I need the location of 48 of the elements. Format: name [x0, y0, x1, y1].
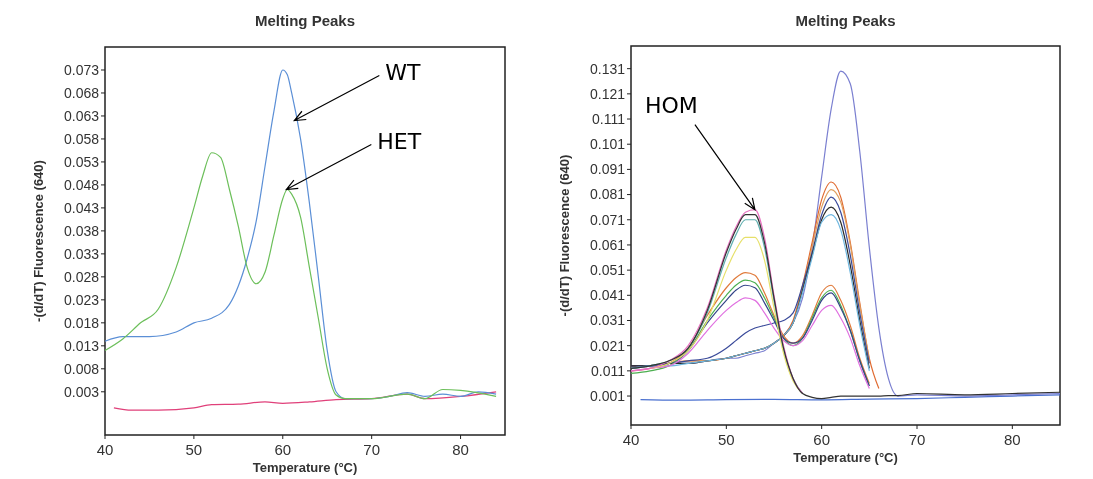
y-tick-label: 0.053	[63, 153, 100, 170]
x-axis-title: Temperature (°C)	[793, 450, 898, 465]
y-tick-label: 0.068	[63, 84, 100, 101]
y-tick-label: 0.063	[63, 107, 100, 124]
y-tick-label: 0.051	[589, 262, 626, 279]
y-tick-label: 0.028	[63, 268, 100, 285]
y-tick-label: 0.001	[589, 387, 626, 404]
x-tick-label: 60	[813, 431, 831, 448]
y-tick-label: 0.073	[63, 61, 100, 78]
y-tick-label: 0.011	[591, 362, 626, 379]
x-tick-label: 80	[1003, 431, 1021, 448]
y-tick-label: 0.008	[63, 360, 100, 377]
y-axis-title: -(d/dT) Fluorescence (640)	[557, 154, 572, 317]
y-tick-label: 0.013	[63, 337, 100, 354]
x-tick-label: 50	[717, 431, 735, 448]
x-tick-label: 60	[274, 441, 292, 458]
y-tick-label: 0.121	[589, 85, 626, 102]
x-tick-label: 40	[96, 441, 114, 458]
y-tick-label: 0.043	[63, 199, 100, 216]
x-tick-label: 70	[363, 441, 381, 458]
y-tick-label: 0.048	[63, 176, 100, 193]
x-axis-title: Temperature (°C)	[252, 460, 358, 475]
y-tick-label: 0.023	[63, 291, 100, 308]
y-axis-title: -(d/dT) Fluorescence (640)	[31, 160, 46, 322]
y-tick-label: 0.021	[589, 337, 626, 354]
x-tick-label: 80	[452, 441, 469, 458]
y-tick-label: 0.061	[589, 236, 626, 253]
y-tick-label: 0.038	[63, 222, 100, 239]
annotation: HET	[377, 128, 422, 154]
chart-title: Melting Peaks	[795, 12, 896, 29]
y-tick-label: 0.031	[589, 312, 626, 329]
y-tick-label: 0.091	[589, 161, 626, 178]
y-tick-label: 0.003	[63, 383, 100, 400]
y-tick-label: 0.041	[589, 287, 626, 304]
annotation: WT	[385, 59, 422, 85]
y-tick-label: 0.058	[63, 130, 100, 147]
chart-title: Melting Peaks	[254, 12, 356, 29]
x-tick-label: 70	[908, 431, 926, 448]
x-tick-label: 40	[622, 431, 640, 448]
annotation: HOM	[644, 92, 698, 118]
y-tick-label: 0.081	[589, 186, 626, 203]
y-tick-label: 0.033	[63, 245, 100, 262]
x-tick-label: 50	[185, 441, 203, 458]
y-tick-label: 0.071	[589, 211, 626, 228]
y-tick-label: 0.111	[592, 110, 626, 127]
y-tick-label: 0.131	[589, 60, 626, 77]
y-tick-label: 0.101	[589, 136, 626, 153]
y-tick-label: 0.018	[63, 314, 100, 331]
